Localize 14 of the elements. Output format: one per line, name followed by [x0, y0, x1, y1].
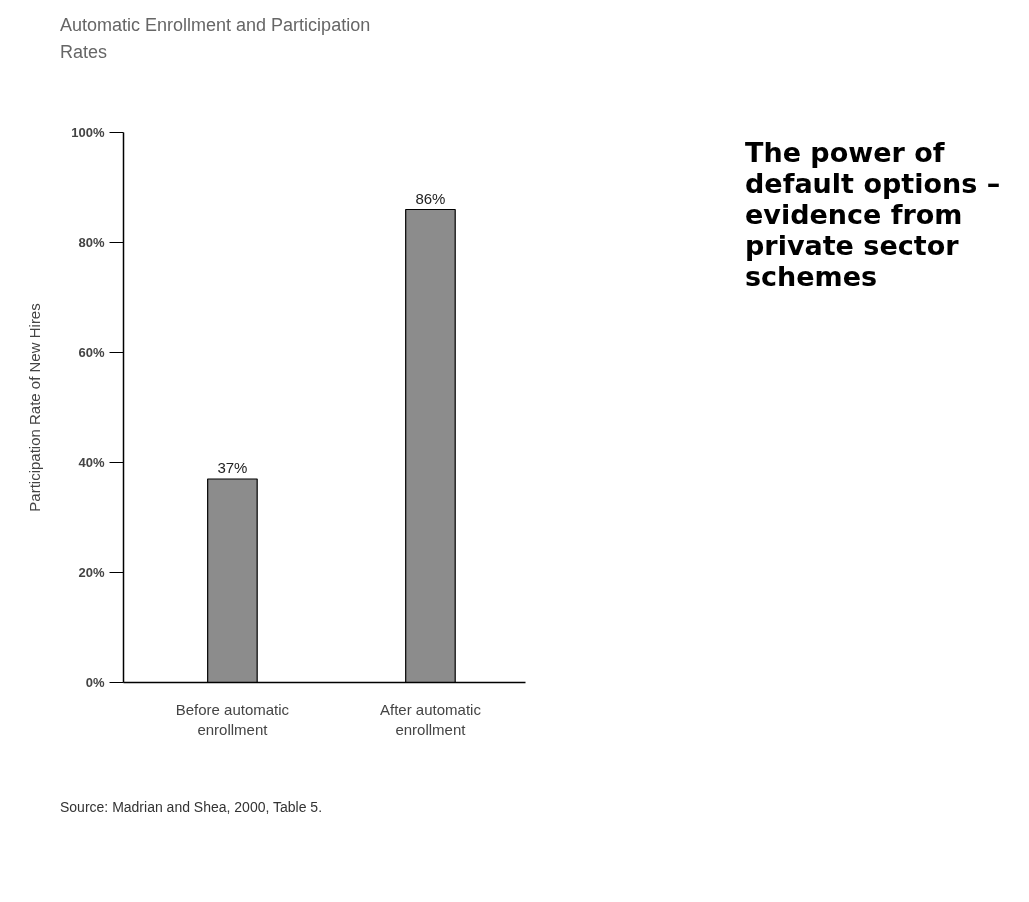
chart-title: Automatic Enrollment and Participation Rates — [60, 14, 372, 64]
data-label: 37% — [217, 459, 248, 476]
y-tick-label: 60% — [78, 345, 105, 360]
y-tick-label: 40% — [78, 455, 105, 470]
y-tick-label: 20% — [78, 565, 105, 580]
y-tick-label: 80% — [78, 235, 105, 250]
y-tick-label: 0% — [85, 675, 105, 690]
source-note: Source: Madrian and Shea, 2000, Table 5. — [60, 798, 323, 817]
y-axis-title: Participation Rate of New Hires — [26, 303, 44, 512]
y-tick-label: 100% — [71, 125, 105, 140]
data-label: 86% — [415, 189, 446, 207]
x-tick-label: After automatic enrollment — [380, 700, 482, 738]
text: The power of default options – evidence from private sector schemes — [745, 137, 1002, 293]
x-tick-label: Before automatic enrollment — [175, 700, 290, 738]
